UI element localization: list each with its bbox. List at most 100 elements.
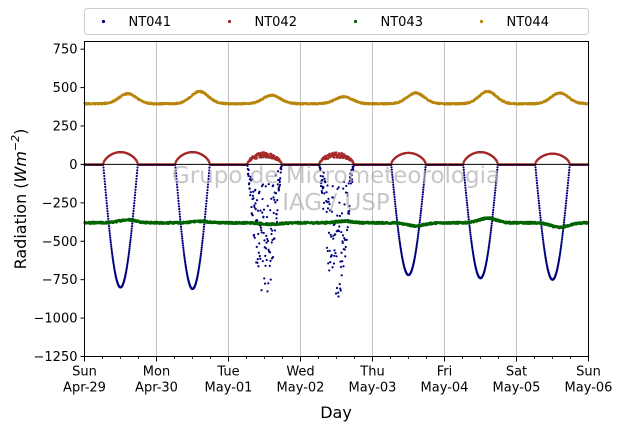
data-point bbox=[536, 189, 539, 192]
data-point bbox=[340, 230, 343, 234]
data-point bbox=[276, 199, 279, 202]
data-point bbox=[420, 205, 423, 208]
data-point bbox=[340, 212, 344, 215]
data-point bbox=[342, 180, 346, 184]
data-point bbox=[110, 251, 114, 254]
data-point bbox=[257, 232, 260, 236]
data-point bbox=[178, 215, 182, 218]
data-point bbox=[391, 178, 394, 181]
data-point bbox=[420, 202, 423, 206]
data-point bbox=[274, 201, 277, 204]
data-point bbox=[253, 206, 256, 209]
data-point bbox=[200, 250, 203, 253]
data-point bbox=[129, 234, 133, 237]
data-point bbox=[567, 179, 570, 182]
data-point bbox=[256, 258, 259, 261]
data-point bbox=[204, 205, 208, 208]
data-point bbox=[200, 244, 204, 247]
data-point bbox=[126, 262, 129, 265]
data-point bbox=[271, 238, 274, 242]
data-point bbox=[127, 251, 131, 254]
series-NT043 bbox=[83, 216, 590, 230]
data-point bbox=[490, 224, 493, 227]
data-point bbox=[103, 183, 107, 186]
data-point bbox=[108, 232, 111, 235]
data-point bbox=[207, 172, 211, 175]
data-point bbox=[396, 225, 399, 228]
data-point bbox=[276, 170, 280, 173]
data-point bbox=[466, 208, 469, 212]
data-point bbox=[321, 178, 324, 182]
data-point bbox=[563, 214, 566, 217]
data-point bbox=[261, 211, 264, 214]
data-point bbox=[251, 177, 254, 180]
data-point bbox=[350, 173, 353, 177]
data-point bbox=[255, 245, 258, 248]
data-point bbox=[250, 205, 253, 209]
data-point bbox=[201, 235, 205, 238]
data-point bbox=[133, 194, 137, 197]
data-point bbox=[398, 237, 401, 240]
data-point bbox=[340, 274, 343, 277]
data-point bbox=[271, 229, 274, 232]
data-point bbox=[198, 259, 202, 263]
data-point bbox=[106, 212, 109, 215]
data-point bbox=[469, 237, 473, 240]
data-point bbox=[109, 236, 112, 239]
data-point bbox=[174, 169, 177, 172]
data-point bbox=[257, 251, 260, 254]
data-point bbox=[391, 176, 394, 179]
data-point bbox=[346, 226, 349, 229]
data-point bbox=[275, 217, 278, 220]
data-point bbox=[327, 200, 330, 203]
data-point bbox=[320, 189, 323, 193]
data-point bbox=[127, 255, 130, 258]
data-point bbox=[128, 243, 132, 246]
data-point bbox=[258, 254, 261, 258]
data-point bbox=[204, 213, 207, 216]
data-point bbox=[266, 204, 269, 207]
data-point bbox=[417, 229, 420, 232]
data-point bbox=[206, 188, 209, 192]
data-point bbox=[135, 177, 138, 180]
data-point bbox=[345, 184, 348, 188]
data-point bbox=[182, 252, 186, 255]
data-point bbox=[181, 244, 185, 247]
data-point bbox=[102, 172, 106, 175]
data-point bbox=[267, 282, 270, 285]
data-point bbox=[268, 251, 272, 254]
data-point bbox=[346, 191, 349, 195]
data-point bbox=[133, 196, 136, 199]
data-point bbox=[260, 185, 264, 188]
data-point bbox=[465, 199, 468, 202]
data-point bbox=[347, 212, 351, 215]
data-point bbox=[200, 248, 203, 251]
data-point bbox=[492, 208, 495, 212]
data-point bbox=[319, 174, 322, 178]
data-point bbox=[177, 205, 181, 208]
data-point bbox=[565, 192, 569, 195]
data-point bbox=[178, 213, 181, 216]
data-point bbox=[129, 238, 132, 242]
data-point bbox=[175, 183, 179, 186]
data-point bbox=[208, 169, 211, 172]
data-point bbox=[176, 194, 180, 197]
data-point bbox=[394, 207, 397, 210]
data-point bbox=[542, 244, 545, 247]
data-point bbox=[104, 188, 107, 191]
data-point bbox=[421, 193, 424, 196]
data-point bbox=[271, 255, 275, 259]
data-point bbox=[202, 232, 205, 236]
data-point bbox=[397, 231, 400, 234]
data-point bbox=[135, 174, 138, 178]
data-point bbox=[269, 209, 272, 212]
data-point bbox=[343, 238, 347, 241]
data-point bbox=[348, 209, 351, 213]
data-point bbox=[466, 211, 470, 214]
data-point bbox=[179, 225, 183, 228]
data-point bbox=[561, 229, 565, 233]
data-point bbox=[419, 209, 423, 213]
data-point bbox=[324, 181, 327, 184]
data-point bbox=[204, 210, 207, 213]
data-point bbox=[260, 229, 263, 232]
